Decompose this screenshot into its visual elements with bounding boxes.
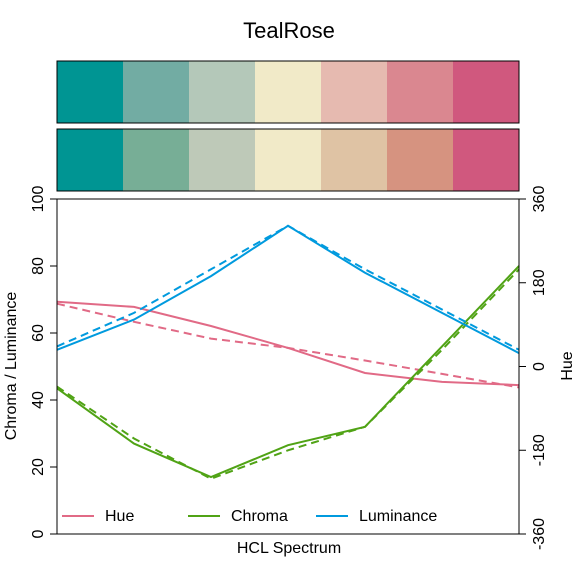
y-left-tick-label-40: 40 xyxy=(30,391,47,409)
swatch-bottom-4 xyxy=(255,129,322,191)
luminance-line-dashed xyxy=(56,224,520,351)
swatch-top-1 xyxy=(57,61,124,123)
swatch-bottom-1 xyxy=(57,129,124,191)
swatch-bottom-2 xyxy=(123,129,190,191)
swatch-bottom-6 xyxy=(387,129,454,191)
swatch-top-6 xyxy=(387,61,454,123)
chart-title: TealRose xyxy=(243,18,335,43)
chroma-line-dashed xyxy=(56,268,520,480)
legend-label-chroma: Chroma xyxy=(231,508,288,525)
swatch-row-top xyxy=(56,60,520,124)
swatch-bottom-7 xyxy=(453,129,520,191)
swatch-top-3 xyxy=(189,61,256,123)
y-right-tick-label--180: -180 xyxy=(531,434,548,466)
swatch-top-border xyxy=(56,60,520,124)
swatch-bottom-border xyxy=(56,128,520,192)
swatch-bottom-5 xyxy=(321,129,388,191)
legend: Hue Chroma Luminance xyxy=(62,508,437,525)
plot-frame xyxy=(56,198,520,535)
y-right-tick-label-360: 360 xyxy=(531,186,548,213)
y-left-tick-label-100: 100 xyxy=(30,186,47,213)
y-axis-label-right: Hue xyxy=(559,351,576,380)
luminance-line-solid xyxy=(56,224,520,354)
x-axis-label: HCL Spectrum xyxy=(237,540,341,557)
legend-label-luminance: Luminance xyxy=(359,508,437,525)
plot-area: 0 20 40 60 80 100 -360 -180 0 180 360 Hue Chroma Lumi… xyxy=(30,186,548,550)
swatch-bottom-3 xyxy=(189,129,256,191)
swatch-top-5 xyxy=(321,61,388,123)
chroma-line-solid xyxy=(56,265,520,479)
y-right-tick-label-0: 0 xyxy=(531,362,548,371)
hue-line-solid xyxy=(56,300,520,387)
y-left-tick-label-0: 0 xyxy=(30,529,47,538)
legend-label-hue: Hue xyxy=(105,508,134,525)
swatch-top-4 xyxy=(255,61,322,123)
swatch-row-bottom xyxy=(56,128,520,192)
y-left-tick-label-80: 80 xyxy=(30,257,47,275)
y-left-tick-label-60: 60 xyxy=(30,324,47,342)
swatch-top-2 xyxy=(123,61,190,123)
y-right-tick-label--360: -360 xyxy=(531,518,548,550)
swatch-top-7 xyxy=(453,61,520,123)
y-left-tick-label-20: 20 xyxy=(30,458,47,476)
y-right-tick-label-180: 180 xyxy=(531,269,548,296)
y-axis-label-left: Chroma / Luminance xyxy=(3,292,20,441)
